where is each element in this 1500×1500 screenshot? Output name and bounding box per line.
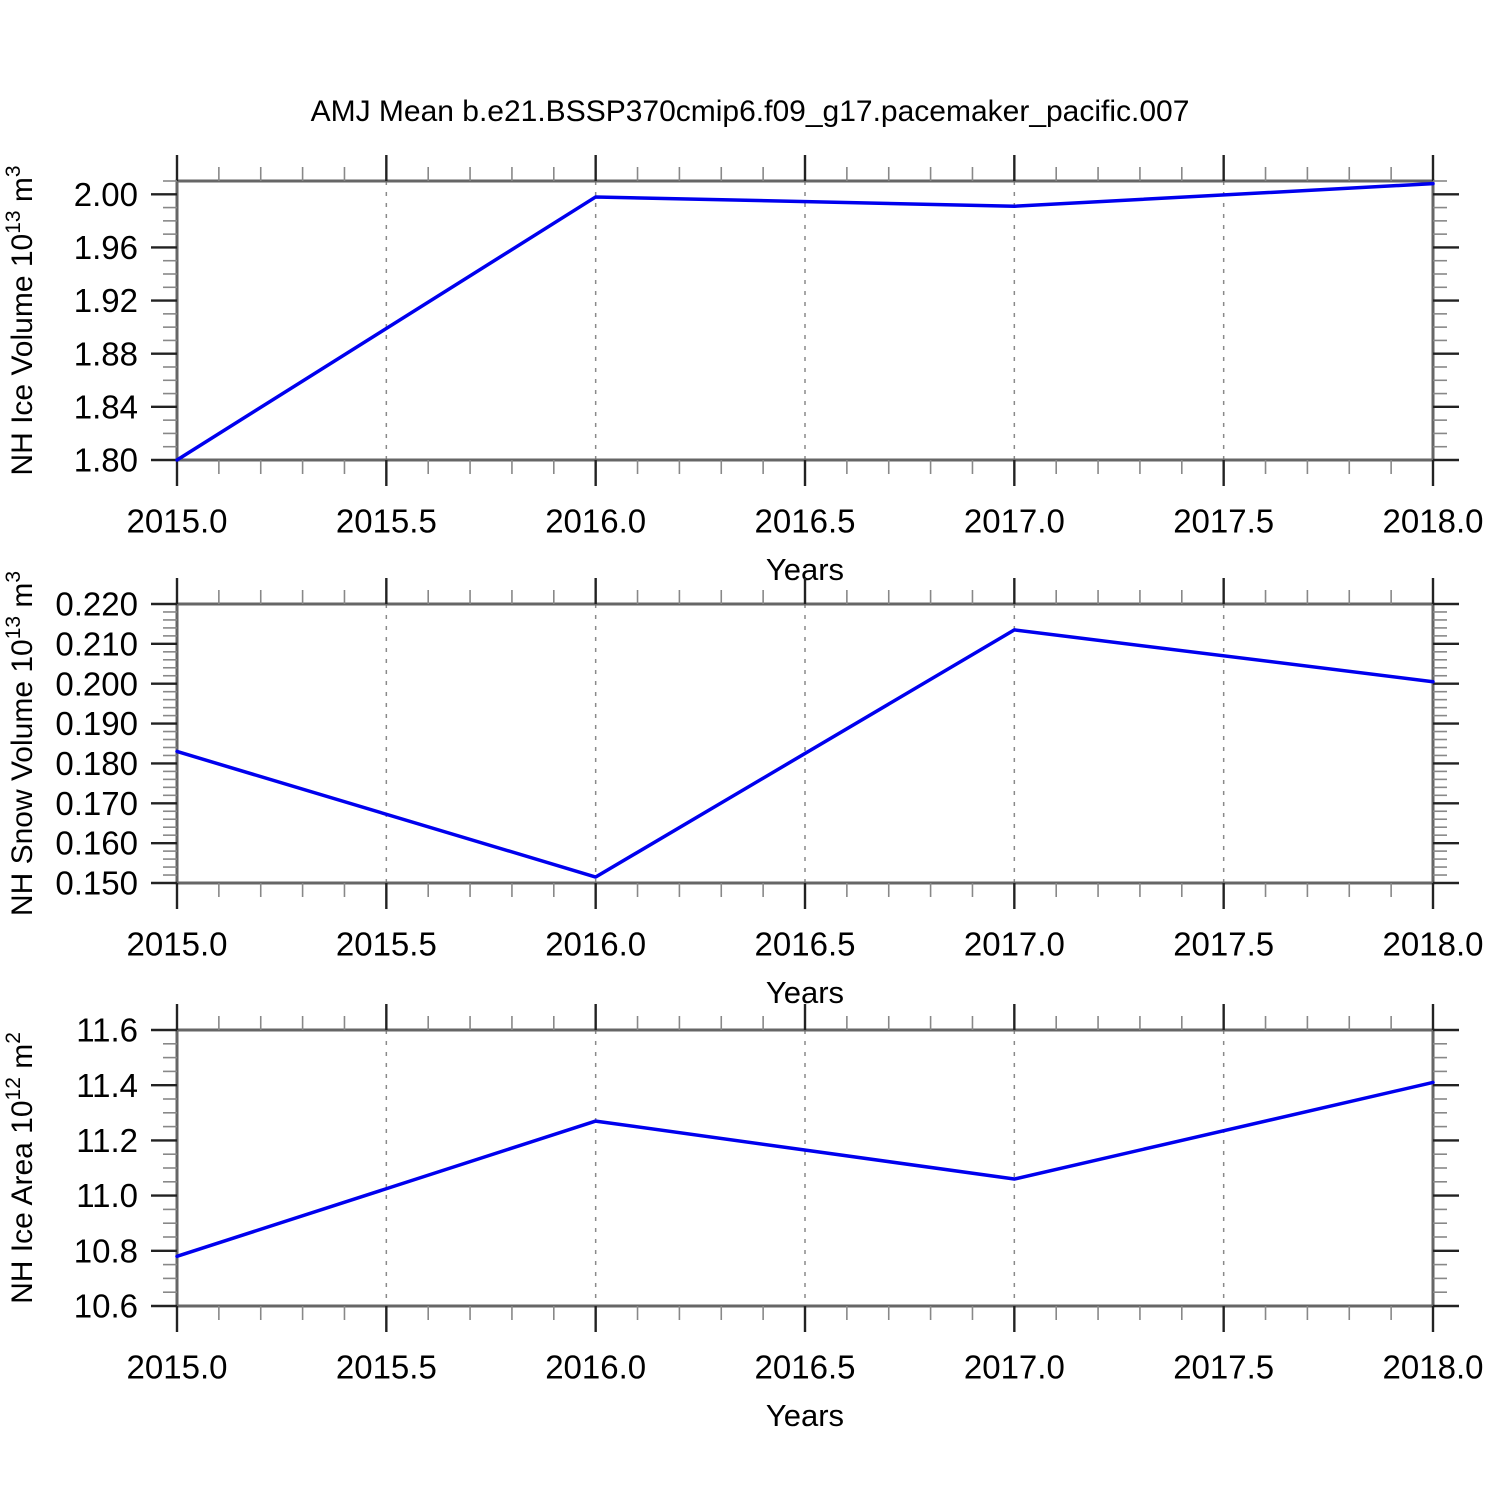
y-tick-label: 0.190 [55,705,138,742]
y-tick-label: 11.2 [76,1122,138,1159]
data-line [175,181,1435,462]
plot-frame [175,179,1435,462]
x-tick-label: 2018.0 [1383,926,1484,963]
y-tick-label: 2.00 [74,176,138,213]
x-tick-label: 2017.5 [1173,503,1274,540]
y-axis-title: NH Snow Volume 1013 m3 [2,571,39,916]
y-tick-label: 1.96 [74,229,138,266]
x-tick-label: 2017.5 [1173,1349,1274,1386]
y-tick-label: 1.88 [74,335,138,372]
x-tick-label: 2017.0 [964,503,1065,540]
x-tick-label: 2016.5 [755,503,856,540]
x-tick-label: 2015.0 [127,1349,228,1386]
x-tick-label: 2017.5 [1173,926,1274,963]
x-tick-label: 2015.0 [127,926,228,963]
y-tick-label: 0.200 [55,665,138,702]
x-tick-label: 2016.5 [755,926,856,963]
y-tick-label: 0.160 [55,825,138,862]
y-tick-label: 0.180 [55,745,138,782]
x-tick-label: 2016.0 [545,1349,646,1386]
y-tick-label: 11.6 [76,1012,138,1049]
y-tick-label: 0.220 [55,586,138,623]
x-tick-label: 2015.0 [127,503,228,540]
y-tick-label: 11.0 [76,1177,138,1214]
y-tick-label: 0.210 [55,625,138,662]
y-tick-label: 10.6 [74,1288,138,1325]
x-tick-label: 2017.0 [964,1349,1065,1386]
x-tick-label: 2015.5 [336,1349,437,1386]
y-tick-label: 1.92 [74,282,138,319]
x-tick-label: 2018.0 [1383,503,1484,540]
plot-frame [175,602,1435,885]
x-axis-title: Years [766,1398,844,1433]
data-line [175,628,1435,879]
y-tick-label: 1.84 [74,388,138,425]
x-tick-label: 2018.0 [1383,1349,1484,1386]
x-tick-label: 2016.0 [545,926,646,963]
plot-nh-ice-area: 11.6 11.4 11.2 11.0 10.8 10.6 2015.0 2015.5 2016… [2,1004,1483,1433]
y-tick-label: 11.4 [76,1067,138,1104]
y-tick-label: 0.150 [55,865,138,902]
figure-title: AMJ Mean b.e21.BSSP370cmip6.f09_g17.pace… [310,95,1190,128]
x-tick-label: 2016.0 [545,503,646,540]
x-tick-label: 2017.0 [964,926,1065,963]
y-tick-label: 1.80 [74,442,138,479]
x-tick-label: 2016.5 [755,1349,856,1386]
y-tick-label: 0.170 [55,785,138,822]
x-tick-label: 2015.5 [336,926,437,963]
data-line [175,1080,1435,1259]
y-axis-title: NH Ice Area 1012 m2 [2,1032,39,1304]
plot-nh-ice-volume: 2.00 1.96 1.92 1.88 1.84 1.80 2015.0 2015.5 2016… [2,155,1483,587]
plot-nh-snow-volume: 0.2200.2100.2000.1900.1800.1700.1600.150… [2,571,1483,1010]
y-axis-title: NH Ice Volume 1013 m3 [2,165,39,475]
y-tick-label: 10.8 [74,1232,138,1269]
x-tick-label: 2015.5 [336,503,437,540]
